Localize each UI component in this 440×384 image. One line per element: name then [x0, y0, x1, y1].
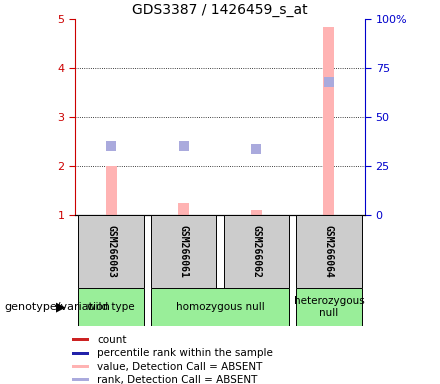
Bar [224, 215, 289, 288]
Point [326, 79, 333, 85]
Text: rank, Detection Call = ABSENT: rank, Detection Call = ABSENT [97, 375, 257, 384]
Text: GSM266063: GSM266063 [106, 225, 116, 278]
Bar [78, 215, 144, 288]
Text: wild type: wild type [87, 302, 135, 312]
Bar [296, 215, 362, 288]
Bar [72, 365, 89, 368]
Text: value, Detection Call = ABSENT: value, Detection Call = ABSENT [97, 361, 263, 372]
Bar [323, 26, 334, 215]
Bar [72, 352, 89, 354]
Title: GDS3387 / 1426459_s_at: GDS3387 / 1426459_s_at [132, 3, 308, 17]
Text: homozygous null: homozygous null [176, 302, 264, 312]
Point [253, 146, 260, 152]
Text: ▶: ▶ [56, 301, 66, 314]
Bar [151, 288, 289, 326]
Text: GSM266061: GSM266061 [179, 225, 189, 278]
Bar [106, 166, 117, 215]
Point [180, 144, 187, 150]
Point [108, 144, 115, 150]
Text: GSM266064: GSM266064 [324, 225, 334, 278]
Text: percentile rank within the sample: percentile rank within the sample [97, 348, 273, 358]
Bar [72, 379, 89, 381]
Bar [178, 203, 189, 215]
Text: GSM266062: GSM266062 [251, 225, 261, 278]
Text: heterozygous
null: heterozygous null [293, 296, 364, 318]
Bar [251, 210, 262, 215]
Text: genotype/variation: genotype/variation [4, 302, 110, 312]
Bar [72, 338, 89, 341]
Bar [151, 215, 216, 288]
Bar [296, 288, 362, 326]
Bar [78, 288, 144, 326]
Text: count: count [97, 334, 127, 345]
